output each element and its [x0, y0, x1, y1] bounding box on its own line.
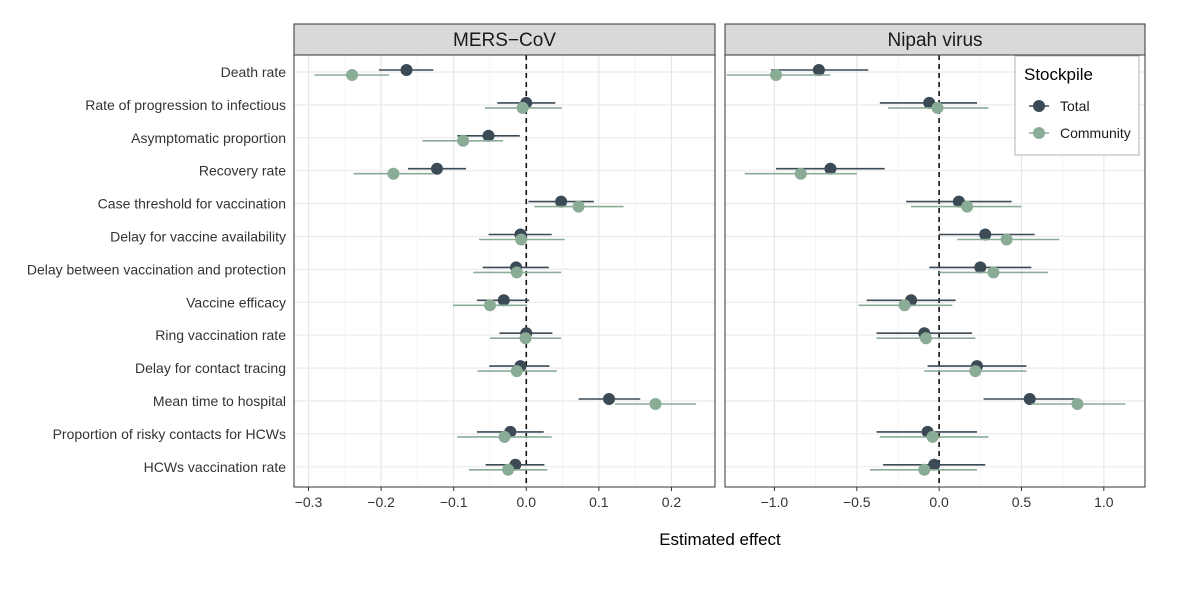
row-label-asymptomatic-proportion: Asymptomatic proportion — [131, 130, 286, 146]
panel-border — [293, 54, 716, 488]
row-label-vaccine-efficacy: Vaccine efficacy — [186, 294, 286, 310]
x-tick-label: 0.0 — [517, 494, 537, 510]
community-point — [510, 266, 523, 279]
x-tick-label: −0.2 — [367, 494, 395, 510]
row-label-death-rate: Death rate — [221, 64, 287, 80]
total-point — [482, 129, 495, 142]
panel-strip — [724, 23, 1146, 56]
row-label-hcws-vaccination-rate: HCWs vaccination rate — [144, 459, 287, 475]
legend: Stockpile Total Community — [1014, 55, 1140, 156]
data-marks — [726, 55, 1126, 487]
total-point — [430, 162, 443, 175]
panel-mers-cov: MERS−CoV −0.3 −0.2 −0.1 0.0 0.1 0.2 — [293, 23, 716, 510]
x-tick-label: 0.1 — [589, 494, 609, 510]
community-point — [515, 233, 528, 246]
community-point — [572, 200, 585, 213]
legend-label-community: Community — [1060, 125, 1131, 141]
total-point — [1023, 393, 1036, 405]
x-axis: −1.0 −0.5 0.0 0.5 1.0 — [761, 487, 1114, 510]
community-point — [510, 365, 523, 378]
row-label-rate-of-progression-to-infectious: Rate of progression to infectious — [85, 97, 286, 113]
community-point — [931, 101, 944, 114]
row-label-delay-between-vaccination-and-protection: Delay between vaccination and protection — [27, 261, 286, 277]
x-axis: −0.3 −0.2 −0.1 0.0 0.1 0.2 — [295, 487, 682, 510]
x-tick-label: 1.0 — [1094, 494, 1114, 510]
x-tick-label: −0.1 — [440, 494, 468, 510]
x-tick-label: 0.0 — [929, 494, 949, 510]
community-point — [516, 101, 529, 114]
row-label-recovery-rate: Recovery rate — [199, 163, 286, 179]
community-point — [483, 299, 496, 312]
total-point — [603, 393, 616, 405]
panel-border — [724, 54, 1146, 488]
data-marks — [314, 55, 697, 487]
legend-label-total: Total — [1060, 98, 1090, 114]
row-label-delay-for-contact-tracing: Delay for contact tracing — [135, 360, 286, 376]
total-point — [824, 162, 837, 175]
parameter-labels: Death rate Rate of progression to infecti… — [27, 64, 286, 475]
panel-background — [294, 55, 715, 487]
row-label-proportion-of-risky-contacts-for-hcws: Proportion of risky contacts for HCWs — [53, 426, 286, 442]
legend-item-total: Total — [1029, 98, 1090, 114]
community-point — [969, 365, 982, 378]
row-label-ring-vaccination-rate: Ring vaccination rate — [155, 327, 286, 343]
community-point — [926, 430, 939, 443]
total-point — [812, 64, 825, 76]
panel-title: MERS−CoV — [453, 30, 556, 51]
panel-title: Nipah virus — [887, 30, 982, 51]
x-tick-label: 0.5 — [1012, 494, 1032, 510]
row-label-case-threshold-for-vaccination: Case threshold for vaccination — [98, 196, 286, 212]
community-point — [987, 266, 1000, 279]
community-point — [1071, 398, 1084, 410]
total-point — [555, 195, 568, 208]
x-tick-label: −0.3 — [295, 494, 323, 510]
legend-key-point — [1033, 127, 1045, 139]
community-point — [502, 463, 515, 476]
total-point — [979, 228, 992, 241]
community-point — [498, 430, 511, 443]
community-point — [770, 69, 783, 81]
legend-item-community: Community — [1029, 125, 1131, 141]
total-point — [974, 261, 987, 274]
total-point — [497, 294, 510, 307]
legend-title: Stockpile — [1024, 65, 1093, 84]
community-point — [457, 134, 470, 147]
x-tick-label: −1.0 — [761, 494, 789, 510]
panel-strip — [293, 23, 716, 56]
total-point — [928, 458, 941, 471]
x-tick-label: 0.2 — [662, 494, 682, 510]
community-point — [898, 299, 911, 312]
community-point — [1000, 233, 1013, 246]
community-point — [961, 200, 974, 213]
x-axis-title: Estimated effect — [659, 530, 781, 549]
community-point — [919, 332, 932, 345]
x-tick-label: −0.5 — [843, 494, 871, 510]
row-label-mean-time-to-hospital: Mean time to hospital — [153, 393, 286, 409]
row-label-delay-for-vaccine-availability: Delay for vaccine availability — [110, 229, 286, 245]
community-point — [387, 167, 400, 180]
community-point — [649, 398, 662, 410]
community-point — [918, 463, 931, 476]
community-point — [346, 69, 359, 81]
community-point — [794, 167, 807, 180]
total-point — [400, 64, 413, 76]
community-point — [519, 332, 532, 345]
legend-key-point — [1033, 100, 1045, 112]
